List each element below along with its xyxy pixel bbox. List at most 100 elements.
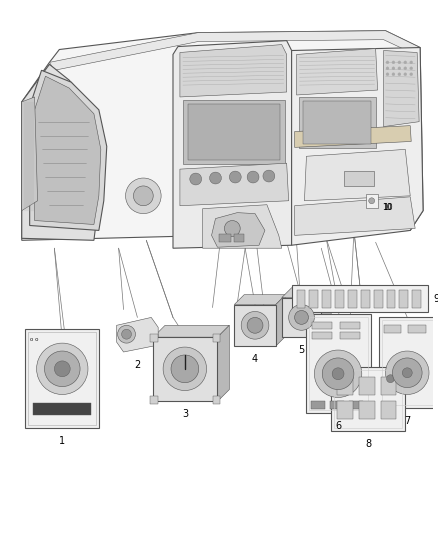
Polygon shape [35,76,101,224]
Polygon shape [234,295,286,304]
Circle shape [247,318,263,333]
Polygon shape [30,70,107,230]
Bar [340,332,360,339]
Polygon shape [292,47,423,245]
Bar [304,101,371,144]
Bar [219,235,231,243]
Circle shape [392,67,395,70]
Polygon shape [295,126,411,148]
Polygon shape [295,197,415,236]
Circle shape [230,171,241,183]
Polygon shape [22,31,423,240]
Bar [309,290,318,308]
Bar [297,290,305,308]
Bar [150,334,158,342]
Bar [312,332,332,339]
Bar [381,401,396,419]
Bar [212,397,220,405]
Bar [282,297,321,337]
Text: 3: 3 [182,409,188,419]
Text: 9: 9 [433,294,438,304]
Circle shape [314,350,362,398]
Text: 1: 1 [59,436,65,446]
Bar [361,290,370,308]
Text: 4: 4 [252,354,258,364]
Circle shape [209,172,222,184]
Bar [188,104,280,160]
Circle shape [118,325,135,343]
Circle shape [171,355,199,383]
Circle shape [45,351,80,386]
Circle shape [247,171,259,183]
Circle shape [134,186,153,206]
Bar [374,290,382,308]
Bar [366,194,378,208]
Bar [311,401,325,409]
Circle shape [410,61,413,64]
Circle shape [386,61,389,64]
Circle shape [392,358,422,387]
Circle shape [241,311,269,339]
Bar [28,332,96,425]
Circle shape [126,178,161,214]
Polygon shape [22,64,104,240]
Bar [330,401,344,409]
Circle shape [404,72,407,76]
Bar [331,367,405,431]
Circle shape [410,67,413,70]
Text: 8: 8 [365,439,371,449]
Circle shape [289,304,314,330]
Bar [299,97,376,148]
Bar [381,320,433,406]
Circle shape [369,198,374,204]
Bar [292,285,428,312]
Text: 5: 5 [298,345,304,355]
Polygon shape [153,325,230,337]
Bar [312,322,332,329]
Circle shape [398,61,401,64]
Bar [381,377,396,394]
Text: 10: 10 [382,203,392,212]
Text: 10: 10 [384,203,393,212]
Circle shape [392,72,395,76]
Bar [349,401,363,409]
Polygon shape [304,149,410,201]
Bar [25,329,99,428]
Bar [212,334,220,342]
Circle shape [386,72,389,76]
Circle shape [385,351,429,394]
Polygon shape [22,97,38,211]
Bar [378,318,436,408]
Circle shape [295,311,308,324]
Bar [183,100,285,164]
Circle shape [163,347,207,391]
Circle shape [322,358,354,390]
Bar [337,377,353,394]
Polygon shape [218,325,230,401]
Polygon shape [321,288,331,337]
Text: o o: o o [30,337,38,342]
Polygon shape [117,318,158,352]
Polygon shape [180,163,289,206]
Bar [348,290,357,308]
Bar [334,370,403,428]
Circle shape [190,173,201,185]
Polygon shape [212,213,265,247]
Polygon shape [297,49,378,95]
Text: 2: 2 [134,360,141,370]
Bar [32,403,91,415]
Circle shape [403,368,412,378]
Bar [337,401,353,419]
Bar [309,318,368,410]
Circle shape [54,361,70,377]
Bar [234,235,244,243]
Text: 6: 6 [336,421,342,431]
Bar [384,325,401,333]
Polygon shape [282,288,331,297]
Circle shape [404,67,407,70]
Circle shape [398,67,401,70]
Circle shape [332,368,344,379]
Bar [359,377,374,394]
Bar [408,325,426,333]
Bar [335,290,344,308]
